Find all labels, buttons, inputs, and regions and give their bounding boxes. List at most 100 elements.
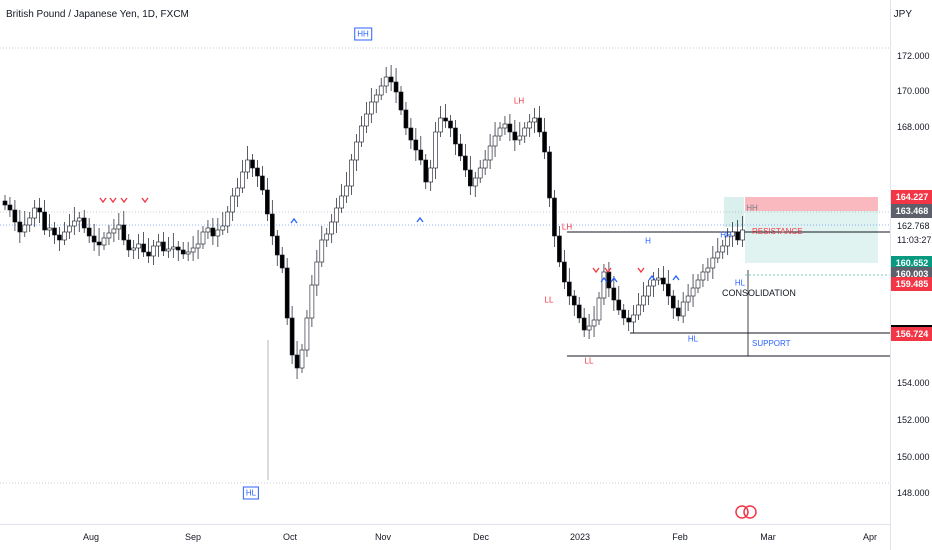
candle-body	[279, 254, 285, 269]
swing-label-hl-feb2: HL	[734, 278, 746, 288]
candle-body	[522, 127, 528, 137]
candle-body	[42, 211, 47, 231]
profit-zone	[745, 211, 878, 263]
candle-body	[52, 227, 57, 236]
swing-label-h-jan: H	[645, 236, 651, 246]
candle-body	[131, 247, 136, 251]
candle-body	[398, 91, 404, 111]
candle-body	[581, 317, 587, 331]
bearish-marker-icon	[592, 267, 600, 274]
chart-area[interactable]: British Pound / Japanese Yen, 1D, FXCM H…	[0, 0, 890, 524]
candle-body	[304, 317, 310, 351]
candle-body	[408, 127, 414, 141]
price-tag: 164.227	[891, 190, 932, 205]
candle-body	[260, 175, 265, 191]
price-label-152: 152.000	[897, 415, 930, 425]
bullish-marker-icon	[600, 276, 608, 283]
candle-body	[705, 267, 711, 273]
candle-body	[106, 232, 112, 239]
candle-body	[656, 277, 661, 281]
candle-body	[116, 224, 122, 230]
candle-body	[393, 81, 399, 93]
bearish-marker-icon	[120, 197, 128, 204]
support-label: SUPPORT	[752, 339, 791, 348]
candle-body	[443, 117, 448, 122]
candle-body	[62, 231, 67, 241]
candle-body	[596, 297, 602, 321]
swing-label-ll-dec: LL	[544, 295, 554, 305]
candle-body	[27, 217, 33, 226]
candle-body	[220, 225, 226, 231]
candle-body	[562, 261, 567, 283]
candle-body	[453, 127, 458, 145]
candle-body	[423, 159, 429, 183]
candle-body	[166, 248, 171, 252]
candle-body	[433, 131, 438, 169]
candle-body	[299, 349, 305, 369]
candle-body	[646, 285, 651, 297]
candle-body	[517, 135, 523, 141]
candle-body	[507, 123, 513, 133]
candle-body	[289, 317, 295, 356]
candle-body	[225, 211, 231, 227]
price-axis[interactable]: JPY 172.000 170.000 168.000 154.000 152.…	[890, 0, 932, 550]
candle-body	[146, 251, 151, 257]
swing-label-ll-jan: LL	[584, 356, 594, 366]
candle-body	[641, 295, 646, 306]
candle-body	[136, 243, 141, 249]
candle-body	[477, 167, 483, 179]
candle-body	[235, 187, 240, 197]
candle-body	[651, 279, 656, 287]
candle-body	[67, 225, 72, 233]
candle-body	[438, 117, 443, 133]
candle-body	[467, 169, 473, 187]
candle-body	[200, 231, 206, 245]
candle-body	[274, 235, 280, 256]
candle-body	[121, 224, 127, 241]
candle-body	[557, 235, 562, 263]
candle-body	[96, 241, 102, 246]
candle-body	[458, 143, 463, 157]
candle-body	[740, 229, 745, 241]
candle-body	[349, 159, 354, 187]
time-label-oct: Oct	[282, 532, 298, 542]
price-label-150: 150.000	[897, 452, 930, 462]
candle-body	[314, 261, 320, 286]
candlestick-chart[interactable]	[0, 0, 890, 524]
price-tag: 163.468	[891, 204, 932, 219]
candle-body	[418, 149, 424, 161]
price-label-148: 148.000	[897, 488, 930, 498]
swing-label-hl-feb: HL	[687, 334, 699, 344]
bearish-marker-icon	[99, 197, 107, 204]
bullish-marker-icon	[672, 274, 680, 281]
price-tag: 159.485	[891, 276, 932, 291]
time-axis[interactable]: Aug Sep Oct Nov Dec 2023 Feb Mar Apr	[0, 524, 890, 550]
candle-body	[359, 125, 364, 143]
time-label-dec: Dec	[472, 532, 490, 542]
price-label-168: 168.000	[897, 122, 930, 132]
candle-body	[373, 94, 379, 103]
candle-body	[175, 246, 181, 251]
candle-body	[12, 209, 18, 223]
bullish-marker-icon	[610, 276, 618, 283]
candle-body	[497, 127, 503, 137]
candle-body	[566, 281, 572, 297]
time-label-feb: Feb	[672, 532, 688, 542]
candle-body	[334, 207, 339, 223]
candle-body	[383, 76, 389, 87]
time-label-mar: Mar	[760, 532, 776, 542]
bullish-marker-icon	[648, 274, 656, 281]
candle-body	[319, 239, 325, 263]
candle-body	[690, 287, 696, 297]
candle-body	[151, 245, 156, 257]
candle-body	[47, 227, 52, 231]
candle-body	[72, 220, 77, 227]
candle-body	[17, 221, 23, 233]
candle-body	[487, 145, 493, 161]
candle-body	[661, 277, 666, 285]
price-tag: 156.724	[891, 327, 932, 342]
candle-body	[413, 139, 419, 151]
candle-body	[91, 235, 97, 243]
candle-body	[190, 247, 196, 253]
time-label-nov: Nov	[374, 532, 392, 542]
